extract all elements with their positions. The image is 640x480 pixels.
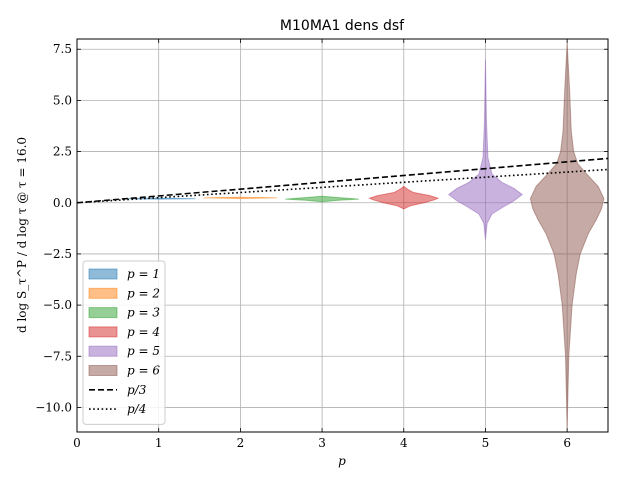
- y-tick-label: −10.0: [35, 400, 72, 414]
- legend-swatch-p4: [88, 326, 118, 338]
- reference-line-dotted: [77, 168, 608, 204]
- legend-swatch-p6: [88, 365, 118, 376]
- y-axis-label: d log S_τ^P / d log τ @ τ = 16.0: [15, 137, 29, 333]
- x-axis-label: p: [338, 454, 346, 468]
- legend-label: p = 6: [127, 364, 160, 378]
- legend-swatch-p3: [88, 307, 118, 319]
- x-tick-label: 4: [400, 436, 408, 450]
- violin-layer: [121, 43, 605, 428]
- legend-label: p/3: [127, 383, 147, 397]
- x-tick-label: 1: [155, 436, 163, 450]
- legend-label: p = 2: [127, 286, 160, 300]
- legend-label: p = 3: [127, 306, 160, 320]
- y-tick-label: −2.5: [43, 247, 72, 261]
- y-tick-label: −5.0: [43, 298, 72, 312]
- y-tick-label: 7.5: [53, 42, 72, 56]
- y-tick-label: −7.5: [43, 349, 72, 363]
- legend-label: p/4: [127, 402, 146, 416]
- y-tick-label: 2.5: [53, 145, 72, 159]
- violin-p4: [368, 185, 440, 210]
- legend-box: [82, 260, 166, 425]
- legend-swatch-p1: [88, 268, 118, 280]
- y-tick-label: 5.0: [53, 93, 72, 107]
- axis-ticks: 0 1 2 3 4 5 6 −10.0 −7.5 −5.0 −2.5 0.0 2.5 5.0 7.5: [35, 39, 608, 450]
- chart-title: M10MA1 dens dsf: [280, 18, 405, 34]
- legend-label: p = 1: [127, 267, 160, 281]
- legend-label: p = 4: [127, 325, 160, 339]
- violin-p5: [447, 59, 524, 240]
- reference-line-dashed: [77, 157, 608, 204]
- y-tick-label: 0.0: [53, 196, 72, 210]
- x-tick-label: 3: [318, 436, 326, 450]
- violin-p2: [203, 196, 278, 199]
- reference-lines: [77, 157, 608, 204]
- legend-label: p = 5: [127, 344, 160, 358]
- x-tick-label: 5: [482, 436, 490, 450]
- x-tick-label: 0: [73, 436, 81, 450]
- violin-p3: [285, 195, 359, 203]
- legend-swatch-p5: [88, 345, 118, 357]
- x-tick-label: 2: [237, 436, 245, 450]
- legend: p = 1 p = 2 p = 3 p = 4 p = 5 p = 6 p/3 p/4: [82, 260, 166, 425]
- plot-frame: [76, 38, 609, 433]
- x-tick-label: 6: [563, 436, 571, 450]
- violin-p6: [529, 43, 605, 428]
- legend-swatch-p2: [88, 287, 118, 299]
